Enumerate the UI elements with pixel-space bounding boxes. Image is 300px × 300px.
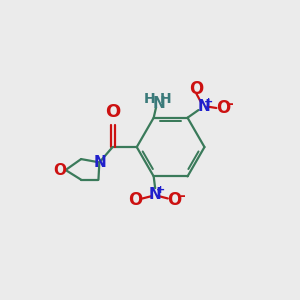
Text: H: H — [160, 92, 171, 106]
Text: H: H — [144, 92, 155, 106]
Text: O: O — [53, 163, 66, 178]
Text: -: - — [179, 189, 184, 203]
Text: N: N — [197, 99, 210, 114]
Text: -: - — [227, 97, 233, 111]
Text: N: N — [149, 187, 161, 202]
Text: N: N — [94, 155, 106, 170]
Text: +: + — [155, 185, 165, 195]
Text: O: O — [189, 80, 203, 98]
Text: O: O — [105, 103, 120, 122]
Text: N: N — [153, 95, 165, 110]
Text: +: + — [204, 97, 213, 106]
Text: O: O — [216, 99, 230, 117]
Text: O: O — [167, 191, 182, 209]
Text: O: O — [129, 191, 143, 209]
